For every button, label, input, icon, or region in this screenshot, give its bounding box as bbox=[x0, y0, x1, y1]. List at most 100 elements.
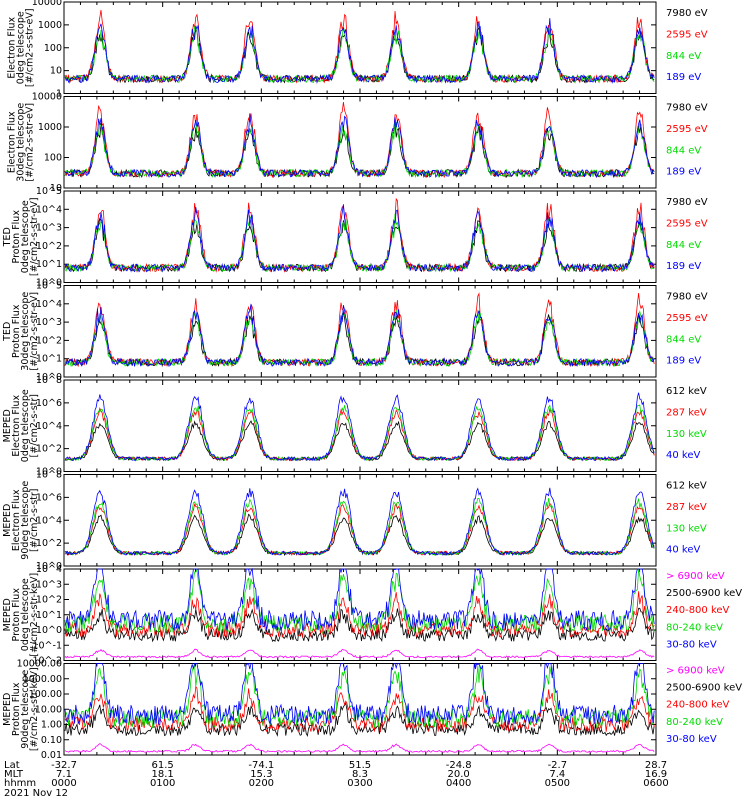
plot-date: 2021 Nov 12 bbox=[4, 788, 68, 799]
x-tick-label-lat: -74.1 bbox=[248, 760, 274, 771]
legend-label: 130 keV bbox=[666, 523, 707, 534]
y-tick-label: 10^0 bbox=[36, 467, 62, 478]
x-tick-label-hhmm: 0100 bbox=[150, 778, 175, 789]
series-4-trace bbox=[64, 304, 655, 368]
series-1-trace bbox=[64, 122, 655, 178]
legend-label: 240-800 keV bbox=[666, 700, 730, 711]
y-tick-label: 10^1 bbox=[36, 259, 62, 270]
y-axis-label: Electron Flux bbox=[7, 111, 18, 173]
y-axis-label: MEPED bbox=[2, 598, 13, 631]
legend-label: 189 eV bbox=[666, 167, 701, 178]
legend-label: 2595 eV bbox=[666, 218, 708, 229]
y-tick-label: 100.00 bbox=[29, 689, 62, 700]
y-tick-label: 10^4 bbox=[36, 564, 62, 575]
series-4-trace bbox=[64, 392, 655, 462]
y-tick-label: 100 bbox=[44, 153, 62, 164]
series-3-trace bbox=[64, 121, 655, 179]
legend-label: 40 keV bbox=[666, 545, 700, 556]
y-axis-label: 0deg telescope bbox=[16, 11, 27, 84]
y-axis-label: [#/cm2-s-str] bbox=[29, 394, 40, 457]
y-axis-label: 0deg telescope bbox=[20, 578, 31, 651]
y-tick-label: 10^-1 bbox=[32, 640, 62, 651]
panel-7: 10^-2 10^-1 10^0 10^1 10^2 10^3 10^4 MEPEDProto… bbox=[2, 564, 742, 667]
y-tick-label: 10^6 bbox=[36, 398, 62, 409]
legend-label: 2500-6900 keV bbox=[666, 588, 742, 599]
series-3-trace bbox=[64, 309, 655, 368]
x-tick-label-lat: 28.7 bbox=[645, 760, 667, 771]
x-row-label-lat: Lat bbox=[4, 760, 20, 771]
y-axis-label: Proton Flux bbox=[11, 588, 22, 642]
y-axis-label: [#/cm2-s-str-keV] bbox=[29, 667, 40, 751]
y-tick-label: 10^4 bbox=[36, 515, 62, 526]
y-axis-label: [#/cm2-s-str-eV] bbox=[25, 8, 36, 87]
y-tick-label: 10^3 bbox=[36, 223, 62, 234]
y-tick-label: 10^4 bbox=[36, 299, 62, 310]
legend-label: 2595 eV bbox=[666, 124, 708, 135]
legend-label: 80-240 keV bbox=[666, 622, 723, 633]
x-tick-label-mlt: 18.1 bbox=[152, 769, 174, 780]
y-tick-label: 1 bbox=[56, 89, 62, 100]
y-tick-label: 10 bbox=[50, 183, 62, 194]
y-tick-label: 10^8 bbox=[36, 470, 62, 481]
y-tick-label: 10^6 bbox=[36, 492, 62, 503]
x-tick-label-lat: 61.5 bbox=[152, 760, 174, 771]
y-tick-label: 10^1 bbox=[36, 610, 62, 621]
x-tick-label-lat: 51.5 bbox=[349, 760, 371, 771]
series-2-trace bbox=[64, 102, 655, 179]
legend-label: 189 eV bbox=[666, 72, 701, 83]
legend-label: 7980 eV bbox=[666, 292, 708, 303]
series-4-trace bbox=[65, 113, 655, 179]
y-axis-label: 30deg telescope bbox=[16, 103, 27, 182]
y-axis-label: [#/cm2-s-str-eV] bbox=[29, 292, 40, 371]
series-1-trace bbox=[64, 26, 655, 84]
legend-label: 287 keV bbox=[666, 502, 707, 513]
y-axis-label: 90deg telescope bbox=[20, 670, 31, 749]
y-tick-label: 10^2 bbox=[36, 538, 62, 549]
x-tick-label-mlt: 7.4 bbox=[549, 769, 565, 780]
legend-label: 189 eV bbox=[666, 356, 701, 367]
series-4-trace bbox=[64, 487, 655, 556]
series-1-trace bbox=[64, 217, 655, 273]
y-tick-label: 1000 bbox=[38, 20, 62, 31]
x-tick-label-hhmm: 0000 bbox=[51, 778, 76, 789]
series-2-trace bbox=[64, 607, 655, 643]
y-tick-label: 0.10 bbox=[41, 735, 62, 746]
legend-label: > 6900 keV bbox=[666, 571, 725, 582]
legend-label: 844 eV bbox=[666, 240, 701, 251]
series-4-trace bbox=[64, 204, 655, 273]
legend-label: 612 keV bbox=[666, 481, 707, 492]
x-tick-label-mlt: 16.9 bbox=[645, 769, 667, 780]
legend-label: 240-800 keV bbox=[666, 605, 730, 616]
y-tick-label: 10^0 bbox=[36, 372, 62, 383]
x-row-label-mlt: MLT bbox=[4, 769, 24, 780]
legend-label: 7980 eV bbox=[666, 197, 708, 208]
y-tick-label: 10^5 bbox=[36, 186, 62, 197]
y-axis-label: 90deg telescope bbox=[20, 481, 31, 560]
y-axis-label: TED bbox=[2, 322, 13, 342]
y-tick-label: 10^0 bbox=[36, 625, 62, 636]
y-tick-label: 10^2 bbox=[36, 335, 62, 346]
y-axis-label: 30deg telescope bbox=[20, 292, 31, 371]
y-tick-label: 10^1 bbox=[36, 354, 62, 365]
y-tick-label: 10^3 bbox=[36, 317, 62, 328]
x-tick-label-mlt: 7.1 bbox=[56, 769, 72, 780]
x-tick-label-mlt: 8.3 bbox=[352, 769, 368, 780]
x-tick-label-hhmm: 0400 bbox=[446, 778, 471, 789]
y-tick-label: 10^8 bbox=[36, 375, 62, 386]
y-axis-label: Electron Flux bbox=[11, 489, 22, 551]
legend-label: 30-80 keV bbox=[666, 639, 717, 650]
x-tick-label-mlt: 15.3 bbox=[250, 769, 272, 780]
series-1-trace bbox=[64, 743, 655, 753]
legend-label: 844 eV bbox=[666, 334, 701, 345]
y-tick-label: 10^4 bbox=[36, 421, 62, 432]
legend-label: 30-80 keV bbox=[666, 734, 717, 745]
legend-label: 844 eV bbox=[666, 51, 701, 62]
y-axis-label: [#/cm2-s-str] bbox=[29, 489, 40, 552]
y-tick-label: 10^3 bbox=[36, 579, 62, 590]
y-tick-label: 10^2 bbox=[36, 595, 62, 606]
x-tick-label-mlt: 20.0 bbox=[448, 769, 470, 780]
legend-label: 189 eV bbox=[666, 261, 701, 272]
